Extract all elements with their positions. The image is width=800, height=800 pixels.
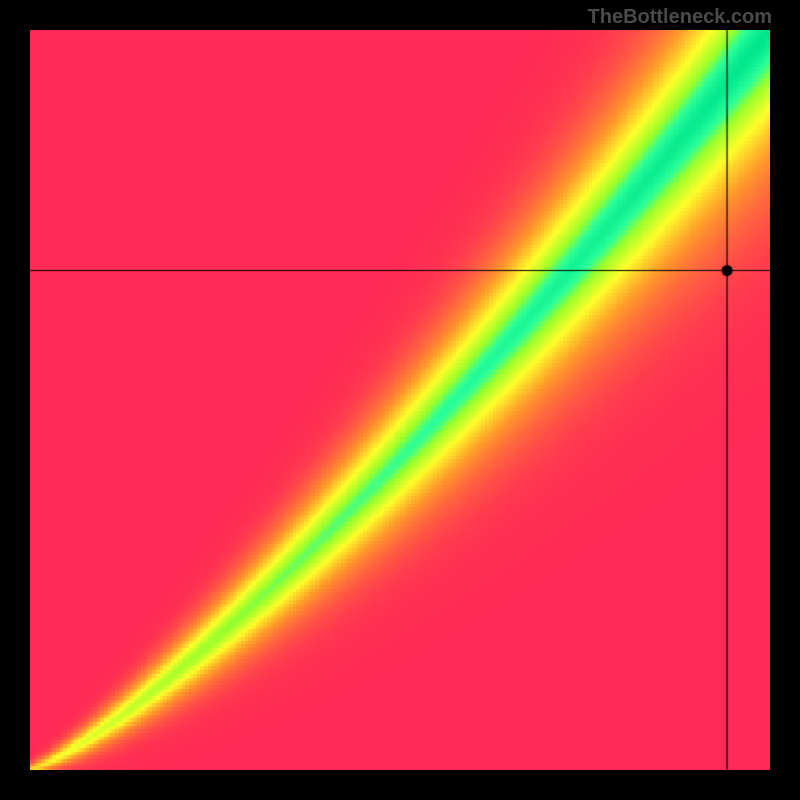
watermark-text: TheBottleneck.com: [588, 6, 772, 29]
heatmap-canvas: [30, 30, 770, 770]
bottleneck-heatmap: [30, 30, 770, 770]
